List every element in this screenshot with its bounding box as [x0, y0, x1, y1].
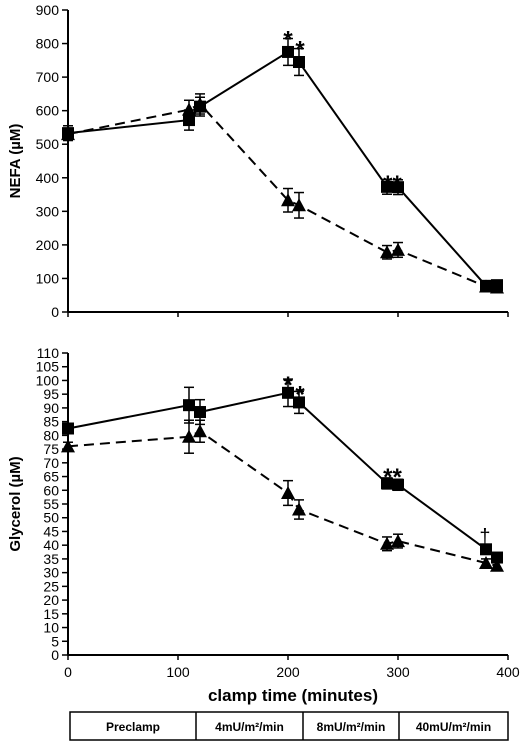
y-tick-label: 65 — [43, 469, 59, 485]
data-point-square — [183, 399, 195, 412]
data-point-triangle — [479, 556, 493, 570]
data-point-triangle — [182, 429, 196, 443]
y-tick-label: 0 — [51, 304, 59, 320]
significance-dagger: † — [479, 526, 490, 548]
data-point-square — [480, 543, 492, 556]
series-line-square — [67, 50, 498, 287]
y-tick-label: 5 — [51, 633, 59, 649]
y-tick-label: 15 — [43, 606, 59, 622]
y-tick-label: 55 — [43, 496, 59, 512]
x-tick-label: 300 — [386, 664, 410, 680]
x-tick-label: 400 — [496, 664, 520, 680]
y-tick-label: 90 — [43, 400, 59, 416]
y-tick-label: 300 — [36, 203, 60, 219]
significance-asterisk: ** — [383, 464, 402, 491]
data-point-square — [183, 114, 195, 127]
y-tick-label: 40 — [43, 537, 59, 553]
data-point-square — [381, 180, 393, 193]
y-tick-label: 200 — [36, 237, 60, 253]
significance-asterisk: * — [283, 372, 293, 399]
y-tick-label: 100 — [36, 270, 60, 286]
y-tick-label: 900 — [36, 2, 60, 18]
data-point-square — [62, 422, 74, 435]
data-point-triangle — [292, 198, 306, 212]
legend-cell-preclamp: Preclamp — [106, 720, 160, 734]
data-point-square — [392, 181, 404, 194]
y-tick-label: 50 — [43, 510, 59, 526]
y-tick-label: 60 — [43, 482, 59, 498]
significance-asterisk: * — [283, 26, 293, 53]
legend-cell-4mu: 4mU/m²/min — [215, 720, 284, 734]
data-point-triangle — [61, 127, 75, 141]
y-tick-label: 600 — [36, 103, 60, 119]
series-line-triangle — [67, 102, 498, 289]
data-point-triangle — [281, 486, 295, 500]
y-tick-label: 45 — [43, 523, 59, 539]
y-tick-label: 105 — [36, 359, 60, 375]
series-line-square — [67, 391, 498, 559]
glycerol-panel: 0510152025303540455055606570758085909510… — [7, 345, 520, 680]
y-tick-label: 100 — [36, 372, 60, 388]
y-tick-label: 500 — [36, 136, 60, 152]
data-point-square — [491, 551, 503, 564]
data-point-triangle — [292, 502, 306, 516]
data-point-square — [392, 478, 404, 491]
y-tick-label: 110 — [37, 345, 60, 361]
y-tick-label: 95 — [43, 386, 59, 402]
legend-cell-40mu: 40mU/m²/min — [416, 720, 491, 734]
y-tick-label: 85 — [43, 414, 59, 430]
data-point-triangle — [391, 534, 405, 548]
data-point-square — [282, 386, 294, 399]
significance-asterisk: * — [295, 382, 305, 409]
legend-table-border — [69, 711, 509, 741]
data-point-triangle — [490, 558, 504, 572]
data-point-triangle — [61, 439, 75, 453]
data-point-triangle — [281, 193, 295, 207]
x-tick-label: 200 — [276, 664, 300, 680]
y-axis-label: Glycerol (µM) — [7, 456, 24, 551]
y-tick-label: 25 — [43, 578, 59, 594]
y-tick-label: 70 — [43, 455, 59, 471]
y-tick-label: 35 — [43, 551, 59, 567]
y-tick-label: 800 — [36, 36, 60, 52]
data-point-square — [194, 406, 206, 419]
data-point-triangle — [391, 242, 405, 256]
y-tick-label: 700 — [36, 69, 60, 85]
x-tick-label: 0 — [64, 664, 72, 680]
data-point-triangle — [380, 245, 394, 259]
y-tick-label: 30 — [43, 565, 59, 581]
phase-legend-table: Preclamp 4mU/m²/min 8mU/m²/min 40mU/m²/m… — [69, 711, 509, 741]
data-point-triangle — [479, 279, 493, 293]
significance-asterisk: * — [295, 37, 305, 64]
data-point-square — [293, 396, 305, 409]
significance-asterisk: ** — [383, 171, 402, 198]
y-tick-label: 400 — [36, 170, 60, 186]
x-tick-label: 100 — [166, 664, 190, 680]
data-point-triangle — [182, 102, 196, 116]
x-axis-label: clamp time (minutes) — [208, 686, 378, 705]
y-tick-label: 0 — [51, 647, 59, 663]
data-point-square — [282, 45, 294, 58]
y-tick-label: 80 — [43, 427, 59, 443]
data-point-square — [381, 477, 393, 490]
y-tick-label: 75 — [43, 441, 59, 457]
data-point-triangle — [380, 536, 394, 550]
legend-cell-8mu: 8mU/m²/min — [317, 720, 386, 734]
data-point-triangle — [193, 96, 207, 110]
y-tick-label: 10 — [43, 620, 59, 636]
data-point-square — [293, 56, 305, 69]
data-point-triangle — [193, 424, 207, 438]
data-point-triangle — [490, 280, 504, 294]
y-axis-label: NEFA (µM) — [7, 124, 24, 199]
y-tick-label: 20 — [43, 592, 59, 608]
